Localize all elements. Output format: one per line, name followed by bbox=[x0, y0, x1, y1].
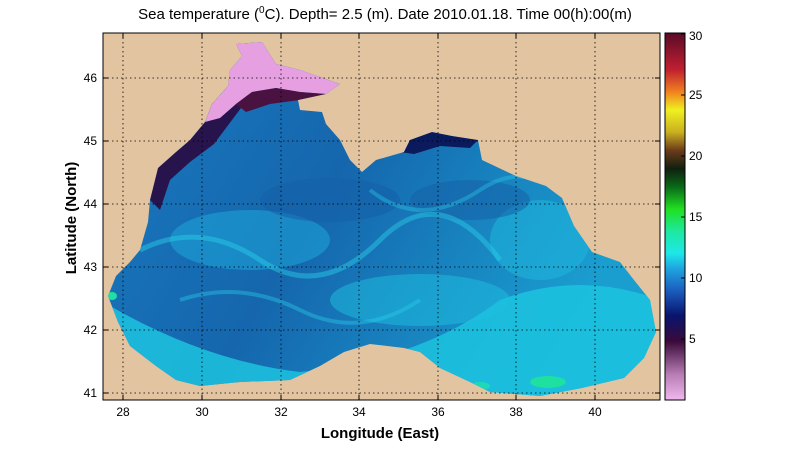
map-axes-frame bbox=[102, 32, 661, 401]
x-tick-label: 40 bbox=[588, 405, 602, 419]
x-tick-label: 34 bbox=[352, 405, 366, 419]
colorbar-tick-label: 20 bbox=[689, 149, 703, 163]
x-tick-label: 38 bbox=[509, 405, 523, 419]
colorbar-tick-label: 5 bbox=[689, 332, 696, 346]
x-tick-label: 28 bbox=[116, 405, 130, 419]
y-tick-label: 43 bbox=[84, 260, 98, 274]
title-suffix: C). Depth= 2.5 (m). Date 2010.01.18. Tim… bbox=[265, 6, 632, 23]
y-tick-label: 44 bbox=[84, 197, 98, 211]
y-axis-label: Latitude (North) bbox=[63, 162, 80, 274]
x-tick-label: 36 bbox=[431, 405, 445, 419]
y-tick-label: 46 bbox=[84, 71, 98, 85]
figure-title: Sea temperature (0C). Depth= 2.5 (m). Da… bbox=[138, 5, 632, 23]
colorbar-tick-label: 15 bbox=[689, 210, 703, 224]
x-tick-label: 32 bbox=[274, 405, 288, 419]
x-tick-label: 30 bbox=[195, 405, 209, 419]
title-prefix: Sea temperature ( bbox=[138, 6, 259, 23]
tick-marks bbox=[103, 33, 660, 400]
grid-lines bbox=[103, 33, 660, 400]
colorbar-tick-label: 30 bbox=[689, 29, 703, 43]
title-superscript: 0 bbox=[259, 5, 265, 16]
x-axis-label: Longitude (East) bbox=[321, 425, 439, 442]
y-tick-label: 41 bbox=[84, 386, 98, 400]
y-tick-label: 42 bbox=[84, 323, 98, 337]
colorbar-tick-label: 10 bbox=[689, 271, 703, 285]
y-tick-label: 45 bbox=[84, 134, 98, 148]
colorbar-tick-label: 25 bbox=[689, 88, 703, 102]
colorbar-ticks bbox=[681, 33, 685, 340]
